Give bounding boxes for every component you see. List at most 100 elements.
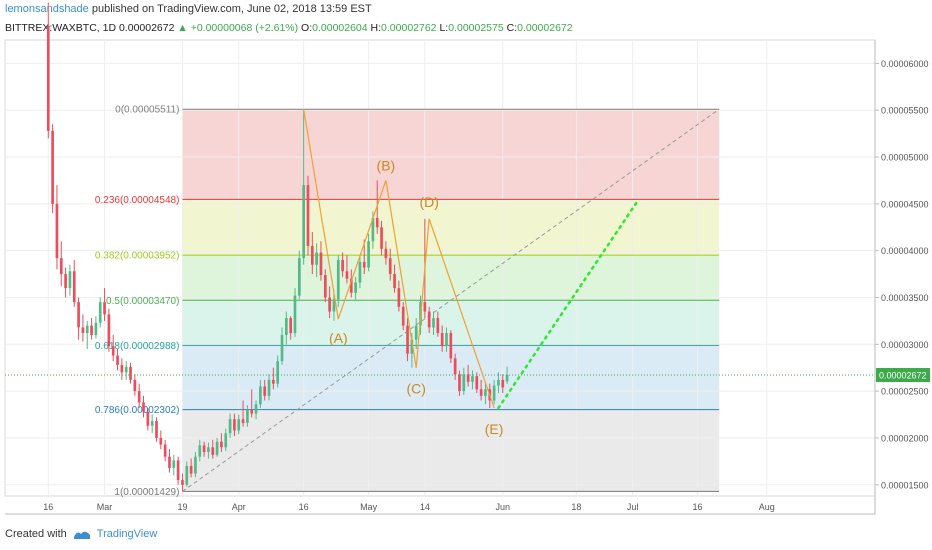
candle-body	[272, 379, 275, 384]
candle-body	[302, 185, 305, 259]
projection-line	[497, 200, 639, 410]
candle-body	[233, 419, 236, 431]
candle-body	[267, 379, 271, 396]
publish-info: published on TradingView.com, June 02, 2…	[91, 3, 372, 15]
candle-body	[103, 302, 106, 315]
candle-body	[397, 288, 401, 307]
x-tick-label: 18	[571, 502, 581, 512]
candle-body	[228, 419, 232, 434]
x-tick-label: 14	[420, 502, 430, 512]
x-tick-label: 19	[177, 502, 187, 512]
x-tick-label: 16	[43, 502, 53, 512]
x-tick-label: Jun	[496, 502, 511, 512]
candle-body	[297, 258, 301, 296]
candle-body	[51, 130, 54, 204]
candle-body	[484, 389, 487, 396]
candle-body	[414, 325, 418, 340]
candle-body	[172, 460, 176, 468]
candles	[5, 2, 875, 492]
candle-body	[133, 379, 137, 392]
x-tick-label: May	[360, 502, 378, 512]
candle-body	[449, 333, 453, 359]
candle-body	[64, 274, 67, 289]
y-tick-label: 0.00002000	[881, 433, 929, 443]
wave-label: (B)	[377, 157, 396, 173]
candle-body	[202, 445, 206, 452]
candle-body	[137, 391, 141, 403]
fib-bands	[182, 109, 720, 492]
candle-body	[328, 297, 331, 312]
fib-label-0-382: 0.382(0.00003952)	[95, 251, 180, 262]
low-value: 0.00002575	[448, 22, 504, 34]
y-tick-label: 0.00005000	[881, 153, 929, 163]
candle-body	[427, 311, 431, 328]
candle-body	[124, 366, 128, 373]
wave-label: (E)	[485, 421, 504, 437]
candle-body	[107, 314, 111, 347]
wave-pattern: (A) (B) (C) (D) (E)	[303, 109, 504, 437]
tradingview-logo-icon	[73, 531, 90, 539]
candle-body	[241, 419, 245, 423]
candle-body	[68, 271, 72, 289]
fib-lines: 0(0.00005511) 0.236(0.00004548) 0.382(0.00…	[95, 105, 720, 498]
candle-body	[85, 325, 89, 334]
candle-body	[142, 402, 145, 412]
axes: 0.00001500 0.00002000 0.00002500 0.00003000…	[5, 40, 930, 515]
candle-body	[492, 385, 496, 401]
close-label: C:	[506, 22, 518, 34]
wave-label: (A)	[329, 330, 348, 346]
fib-label-0-236: 0.236(0.00004548)	[95, 195, 180, 206]
candle-body	[310, 245, 314, 265]
y-tick-label: 0.00001500	[881, 480, 929, 490]
candle-body	[280, 334, 284, 362]
candle-body	[263, 386, 267, 396]
candle-body	[189, 466, 193, 474]
tradingview-brand[interactable]: TradingView	[96, 528, 158, 540]
symbol-info-line: BITTREX:WAXBTC, 1D 0.00002672 ▲ +0.00000…	[5, 22, 573, 34]
fib-band-0-236	[182, 199, 720, 256]
candle-body	[323, 275, 327, 298]
y-tick-label: 0.00004000	[881, 246, 929, 256]
candle-body	[341, 260, 344, 272]
author-link[interactable]: lemonsandshade	[5, 3, 89, 15]
candle-body	[111, 346, 115, 356]
candle-body	[116, 355, 119, 365]
diagonal-trendline	[182, 108, 720, 492]
created-with-label: Created with	[5, 528, 67, 540]
fib-label-0-786: 0.786(0.00002302)	[95, 405, 180, 416]
candle-body	[293, 295, 297, 334]
candle-body	[120, 364, 124, 373]
fib-label-0-618: 0.618(0.00002988)	[95, 341, 180, 352]
x-tick-label: Aug	[759, 502, 775, 512]
candle-body	[354, 282, 357, 293]
projection	[497, 200, 639, 410]
open-label: O:	[301, 22, 313, 34]
grid	[4, 39, 876, 497]
current-price-badge	[876, 368, 930, 383]
candle-body	[388, 258, 392, 275]
candle-body	[410, 339, 414, 354]
open-value: 0.00002604	[312, 22, 368, 34]
candle-body	[479, 389, 483, 396]
x-tick-label: Jul	[627, 502, 639, 512]
candle-body	[471, 376, 474, 382]
candle-body	[146, 411, 150, 426]
x-tick-label: 16	[299, 502, 309, 512]
candle-body	[90, 325, 93, 335]
candle-body	[168, 456, 171, 468]
candle-body	[466, 374, 470, 382]
candle-body	[181, 480, 184, 485]
candle-body	[215, 441, 219, 455]
low-label: L:	[439, 22, 449, 34]
trendline	[182, 108, 720, 492]
candle-body	[315, 252, 318, 265]
candle-body	[362, 261, 366, 268]
candle-body	[332, 299, 336, 312]
y-tick-label: 0.00006000	[881, 59, 929, 69]
high-value: 0.00002762	[381, 22, 437, 34]
candle-body	[55, 203, 59, 259]
fib-band-0-786	[182, 409, 720, 492]
candle-body	[501, 379, 505, 388]
x-tick-label: Apr	[232, 502, 246, 512]
